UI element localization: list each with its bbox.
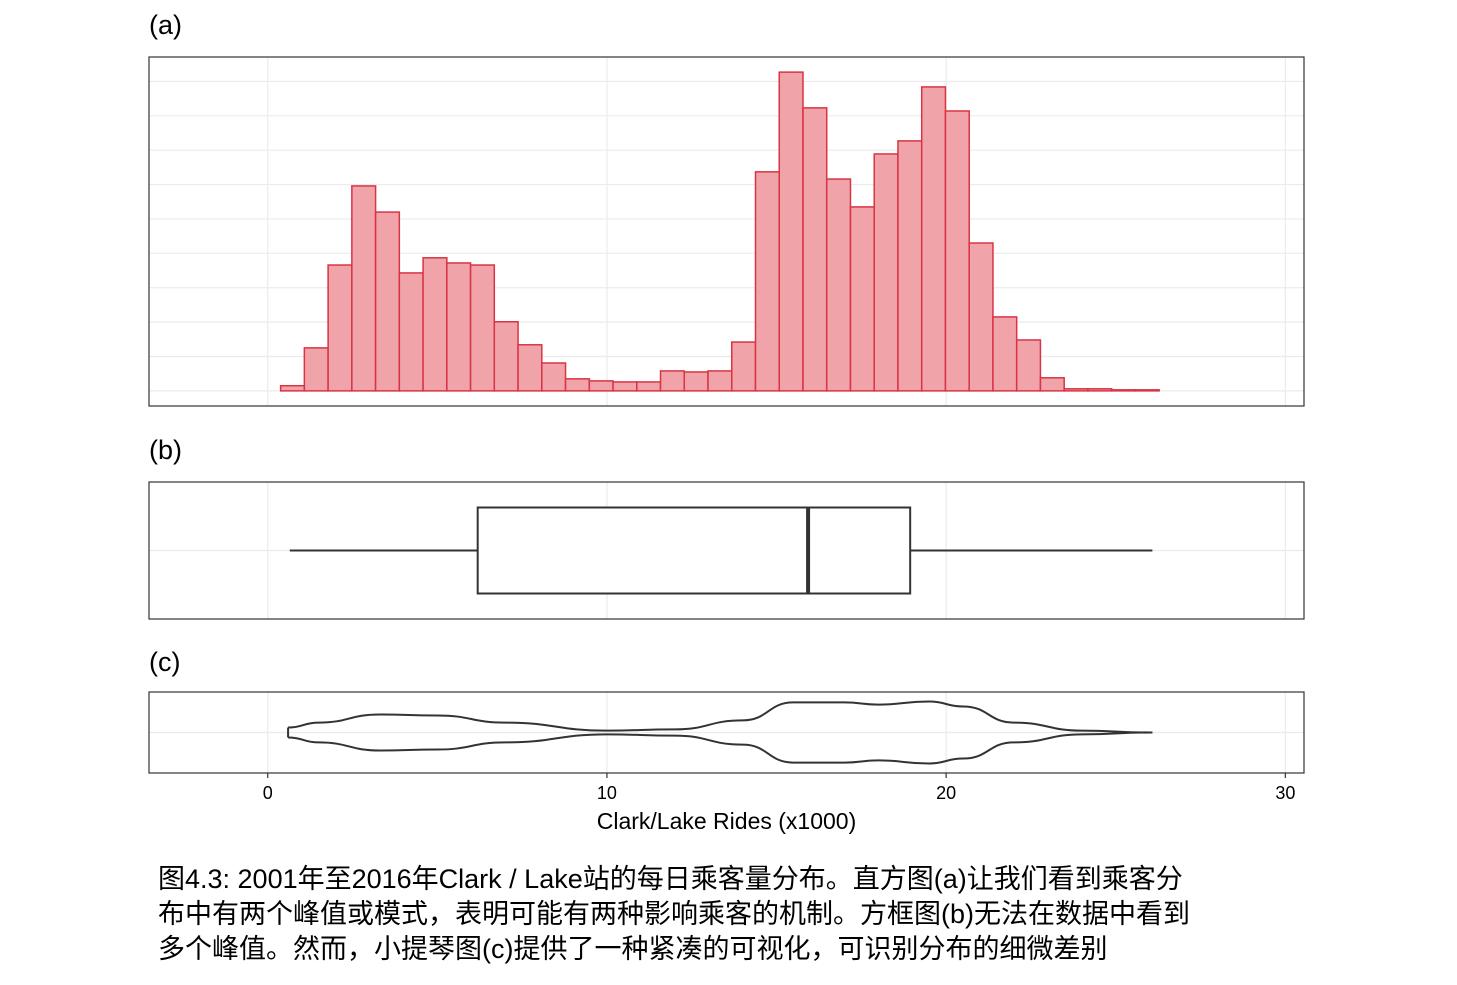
x-tick-label: 10 — [597, 783, 617, 803]
bar — [446, 262, 472, 392]
bar — [1110, 389, 1137, 392]
bar — [1063, 388, 1089, 392]
bar — [944, 110, 970, 392]
bar — [992, 316, 1018, 392]
bar — [636, 381, 662, 392]
panel-border — [148, 691, 1305, 774]
bar — [968, 242, 994, 392]
bar — [612, 381, 638, 392]
panel-border — [148, 481, 1305, 620]
violin-outline — [288, 731, 1153, 765]
bar — [564, 378, 591, 392]
bar — [802, 107, 828, 392]
bar — [1087, 388, 1113, 392]
x-tick-label: 30 — [1275, 783, 1295, 803]
bar — [707, 370, 733, 392]
bar — [1015, 339, 1042, 392]
x-tick-label: 20 — [936, 783, 956, 803]
bar — [398, 272, 424, 392]
bar — [493, 321, 519, 392]
bar — [873, 153, 899, 392]
x-axis-label: Clark/Lake Rides (x1000) — [597, 808, 857, 834]
bar — [588, 380, 614, 392]
x-tick-label: 0 — [263, 783, 273, 803]
bar — [825, 178, 852, 392]
caption-line: 多个峰值。然而，小提琴图(c)提供了一种紧凑的可视化，可识别分布的细微差别 — [158, 934, 1108, 964]
bar — [422, 257, 448, 392]
box — [476, 506, 912, 595]
chart: (a) (b) (c) 0 10 20 30 Clark/Lake Rides (x1000) — [148, 10, 1305, 834]
caption-line: 布中有两个峰值或模式，表明可能有两种影响乘客的机制。方框图(b)无法在数据中看到 — [158, 899, 1190, 929]
bar — [754, 171, 780, 392]
bar — [541, 362, 567, 392]
bar — [659, 370, 686, 392]
panel-label: (c) — [149, 647, 180, 677]
bar — [351, 185, 377, 392]
bar — [374, 211, 401, 392]
bar — [897, 140, 923, 392]
bar — [849, 206, 875, 392]
violin-outline — [288, 700, 1153, 734]
bar — [303, 347, 329, 392]
bar — [279, 384, 306, 392]
bar — [1039, 377, 1065, 392]
panel-label: (a) — [149, 10, 182, 40]
panel-label: (b) — [149, 435, 182, 465]
bar — [1134, 389, 1160, 392]
caption-line: 图4.3: 2001年至2016年Clark / Lake站的每日乘客量分布。直… — [158, 864, 1183, 894]
bar — [731, 341, 757, 392]
caption: 图4.3: 2001年至2016年Clark / Lake站的每日乘客量分布。直… — [158, 862, 1190, 967]
bar — [517, 344, 543, 392]
panel-border — [148, 56, 1305, 407]
bar — [920, 86, 947, 392]
bar — [778, 71, 804, 392]
bar — [683, 371, 709, 392]
bar — [469, 264, 496, 392]
bar — [327, 264, 353, 392]
